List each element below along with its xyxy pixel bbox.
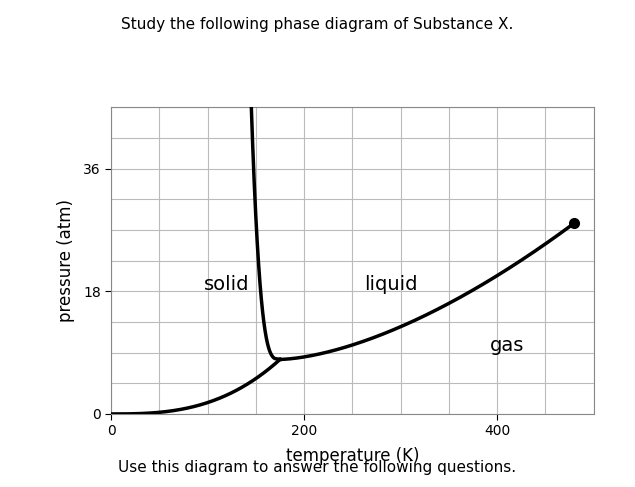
X-axis label: temperature (K): temperature (K) — [286, 447, 419, 465]
Text: liquid: liquid — [364, 275, 418, 294]
Text: Use this diagram to answer the following questions.: Use this diagram to answer the following… — [119, 460, 516, 475]
Text: Study the following phase diagram of Substance X.: Study the following phase diagram of Sub… — [121, 17, 514, 32]
Text: gas: gas — [490, 336, 524, 356]
Y-axis label: pressure (atm): pressure (atm) — [57, 199, 75, 322]
Text: solid: solid — [204, 275, 250, 294]
